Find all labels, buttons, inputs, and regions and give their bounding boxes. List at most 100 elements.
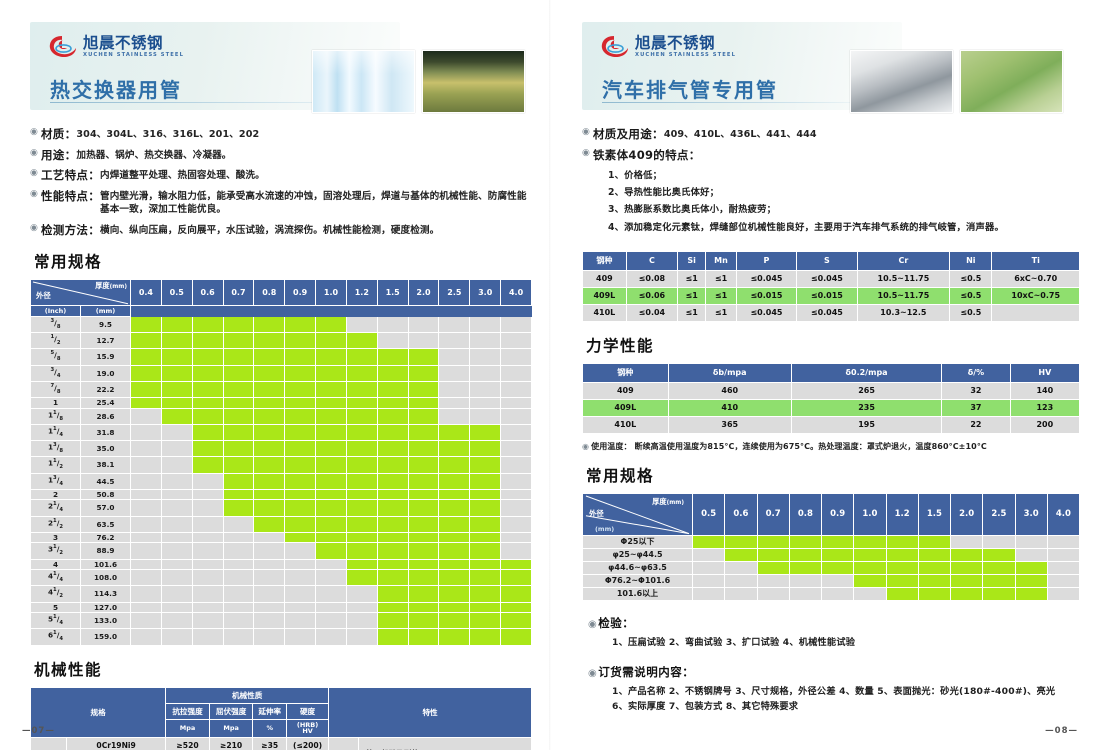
availability-cell [438,531,471,544]
table-row: Φ76.2~Φ101.6 [582,573,1081,588]
od-mm-cell: 50.8 [80,489,131,501]
availability-cell [222,542,255,560]
availability-cell [345,315,378,334]
availability-cell [691,586,726,601]
column-header: Ni [949,250,993,271]
availability-cell [130,472,162,491]
availability-cell [407,456,440,474]
thickness-header: 1.0 [315,278,347,306]
table-row: 409L 410 235 37 123 [582,398,1081,417]
availability-cell [191,315,224,334]
brand-name-en: XUCHEN STAINLESS STEEL [635,52,736,59]
availability-cell [469,472,502,491]
brand-name-en: XUCHEN STAINLESS STEEL [83,52,184,59]
availability-cell [191,601,224,614]
table-cell: 235 [790,398,943,417]
column-header: HV [1009,362,1081,383]
availability-cell [469,440,502,458]
table-row: 1/2 12.7 [30,332,532,350]
availability-cell [222,315,255,334]
availability-cell [315,364,347,382]
availability-cell [253,472,286,491]
availability-cell [253,489,286,501]
availability-cell [500,407,532,425]
availability-cell [691,534,726,549]
availability-cell [345,612,378,630]
table-cell: 410L [582,303,627,322]
availability-cell [160,407,193,425]
availability-cell [160,489,193,501]
availability-cell [191,569,224,587]
availability-cell [820,560,855,575]
availability-cell [724,573,758,588]
page-title: 热交换器用管 [50,78,182,102]
availability-cell [315,380,347,399]
availability-cell [500,423,532,442]
availability-cell [191,423,224,442]
table-row: 13/4 44.5 [30,472,532,491]
page-gutter [549,0,551,750]
availability-cell [469,315,502,334]
availability-cell [222,601,255,614]
table-cell: ≤0.045 [735,303,798,322]
availability-cell [284,472,317,491]
availability-cell [315,348,347,366]
availability-cell [284,423,317,442]
thickness-header: 0.6 [724,492,758,536]
availability-cell [253,531,286,544]
left-bullet-list: ◉ 材质： 304、304L、316、316L、201、202 ◉ 用途： 加热器、锅炉、… [30,126,532,238]
availability-cell [376,569,409,587]
availability-cell [438,423,471,442]
availability-cell [253,440,286,458]
availability-cell [724,534,758,549]
availability-cell [345,499,378,517]
availability-cell [853,573,887,588]
availability-cell [376,472,409,491]
availability-cell [469,380,502,399]
feature-list-item: 1、价格低； [608,170,663,181]
availability-cell [949,573,984,588]
od-range-cell: 101.6以上 [582,586,693,601]
availability-cell [253,542,286,560]
availability-cell [407,440,440,458]
availability-cell [1046,547,1081,562]
availability-cell [315,515,347,534]
table-cell: ≤1 [705,269,737,288]
availability-cell [949,547,984,562]
availability-cell [160,569,193,587]
bullet-label: 检测方法： [41,222,100,237]
availability-cell [345,515,378,534]
bullet-row: ◉ 材质： 304、304L、316、316L、201、202 [30,126,532,142]
availability-cell [345,489,378,501]
od-mm-cell: 57.0 [80,499,131,517]
availability-cell [160,628,193,646]
availability-cell [376,515,409,534]
availability-cell [191,380,224,399]
hardness-header: 硬度 [286,702,330,720]
availability-cell [469,364,502,382]
availability-cell [222,628,255,646]
availability-cell [191,612,224,630]
header-band [582,22,902,110]
availability-cell [885,586,919,601]
table-cell: 365 [667,415,792,434]
availability-cell [917,560,952,575]
availability-cell [885,560,919,575]
od-inch-header: (Inch) [30,304,81,317]
availability-cell [191,489,224,501]
availability-cell [469,515,502,534]
availability-cell [284,628,317,646]
od-mm-cell: 63.5 [80,515,131,534]
bullet-value: 304、304L、316、316L、201、202 [76,129,260,140]
bullet-row: ◉ 材质及用途： 409、410L、436L、441、444 [582,126,1080,142]
od-mm-cell: 19.0 [80,364,131,382]
table-row: 2 50.8 [30,489,532,501]
availability-cell [345,407,378,425]
availability-cell [376,332,409,350]
table-cell: 410L [582,415,669,434]
availability-cell [820,547,855,562]
availability-cell [130,456,162,474]
swirl-logo-icon [48,34,78,60]
title-divider [50,102,370,103]
